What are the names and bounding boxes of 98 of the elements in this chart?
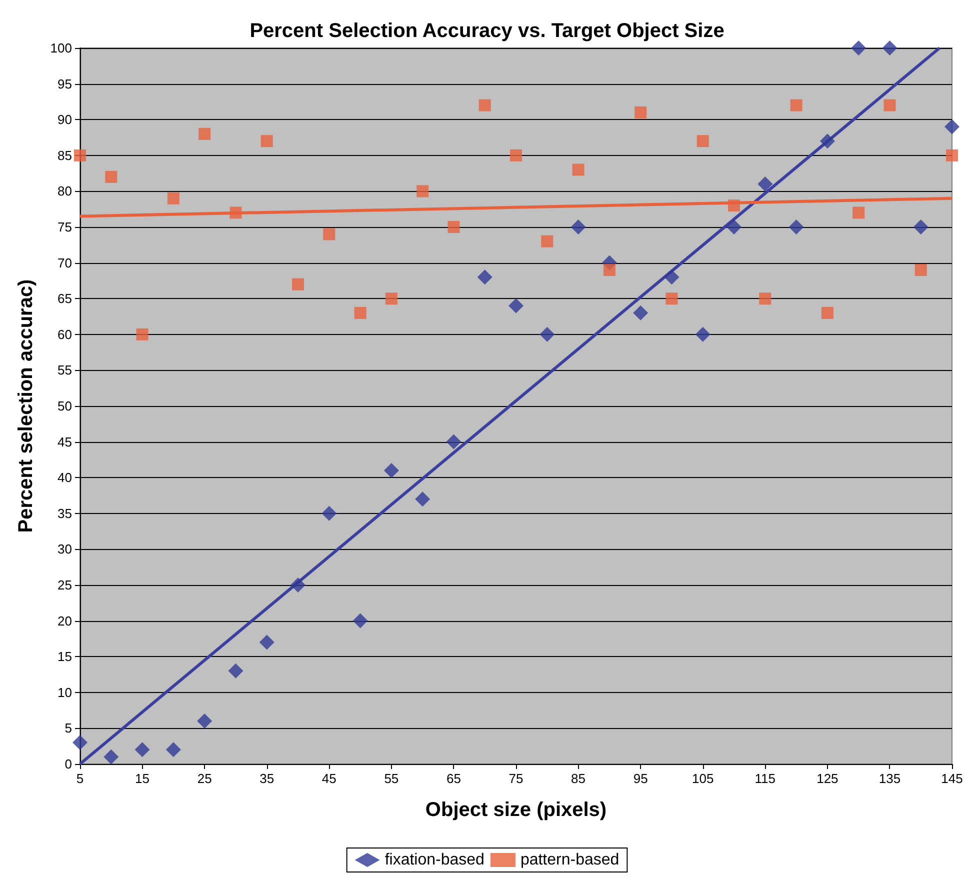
point bbox=[540, 326, 555, 342]
point bbox=[758, 176, 773, 192]
point bbox=[322, 506, 337, 521]
point bbox=[385, 292, 398, 305]
point bbox=[415, 492, 430, 507]
point bbox=[72, 735, 88, 750]
y-tick-label: 55 bbox=[58, 362, 72, 378]
y-tick-label: 35 bbox=[58, 506, 72, 521]
point bbox=[570, 220, 586, 234]
point bbox=[105, 170, 118, 183]
point bbox=[448, 221, 460, 233]
point bbox=[633, 305, 648, 320]
y-tick-label: 5 bbox=[64, 720, 72, 736]
point bbox=[820, 134, 835, 149]
point bbox=[696, 135, 709, 148]
point bbox=[572, 164, 584, 176]
x-tick-label: 75 bbox=[508, 771, 524, 786]
point bbox=[416, 185, 429, 198]
point bbox=[664, 270, 680, 285]
x-tick-label: 65 bbox=[446, 771, 461, 786]
point bbox=[228, 663, 244, 678]
x-tick-label: 115 bbox=[754, 771, 776, 786]
y-tick-label: 45 bbox=[58, 434, 72, 450]
point bbox=[666, 292, 678, 305]
y-tick-label: 25 bbox=[58, 578, 72, 592]
x-tick-label: 135 bbox=[878, 771, 901, 786]
y-tick-label: 85 bbox=[58, 148, 72, 163]
point bbox=[136, 328, 148, 340]
legend-label: pattern-based bbox=[520, 852, 620, 868]
point bbox=[788, 220, 804, 234]
point bbox=[603, 264, 616, 276]
y-tick-label: 70 bbox=[58, 255, 72, 270]
y-tick-label: 95 bbox=[58, 76, 72, 92]
point bbox=[104, 749, 119, 764]
point bbox=[695, 326, 710, 342]
y-tick-label: 40 bbox=[58, 470, 72, 486]
point bbox=[478, 99, 491, 112]
point bbox=[259, 634, 274, 650]
x-tick-label: 45 bbox=[322, 771, 336, 786]
point bbox=[384, 462, 399, 478]
point bbox=[790, 99, 802, 112]
y-tick-label: 20 bbox=[58, 613, 72, 628]
point bbox=[260, 135, 273, 148]
point bbox=[292, 278, 304, 290]
point bbox=[230, 206, 242, 219]
x-tick-label: 125 bbox=[816, 771, 838, 786]
y-tick-label: 80 bbox=[58, 184, 72, 199]
point bbox=[352, 613, 368, 628]
point bbox=[323, 228, 336, 240]
y-tick-label: 90 bbox=[58, 112, 72, 128]
point bbox=[882, 40, 898, 56]
legend-label: fixation-based bbox=[384, 852, 484, 868]
y-tick-label: 65 bbox=[58, 291, 72, 306]
point bbox=[726, 220, 742, 234]
x-tick-label: 5 bbox=[76, 771, 84, 786]
x-tick-label: 95 bbox=[633, 771, 648, 786]
y-tick-label: 75 bbox=[58, 220, 72, 234]
y-tick-label: 60 bbox=[58, 326, 72, 342]
point bbox=[354, 306, 366, 319]
point bbox=[852, 206, 865, 219]
x-tick-label: 85 bbox=[571, 771, 586, 786]
x-tick-label: 25 bbox=[197, 771, 212, 786]
point bbox=[198, 128, 211, 140]
point bbox=[821, 306, 834, 319]
point bbox=[197, 714, 212, 729]
point bbox=[167, 192, 180, 204]
point bbox=[914, 264, 927, 276]
y-tick-label: 100 bbox=[50, 40, 72, 56]
point bbox=[166, 742, 181, 758]
x-axis-title: Object size (pixels) bbox=[425, 799, 607, 821]
x-tick-label: 145 bbox=[941, 771, 963, 786]
y-axis-title: Percent selection accurac) bbox=[15, 279, 37, 533]
point bbox=[508, 298, 524, 314]
point bbox=[913, 220, 928, 234]
point bbox=[946, 149, 958, 162]
x-tick-label: 15 bbox=[135, 771, 150, 786]
y-tick-label: 10 bbox=[58, 684, 72, 700]
y-tick-label: 0 bbox=[64, 756, 72, 772]
point bbox=[510, 149, 522, 162]
point bbox=[851, 40, 866, 56]
x-tick-label: 105 bbox=[692, 771, 714, 786]
point bbox=[290, 578, 306, 592]
point bbox=[884, 99, 896, 112]
point bbox=[134, 742, 150, 758]
point bbox=[634, 106, 647, 118]
point bbox=[477, 270, 492, 285]
point bbox=[759, 292, 772, 305]
x-tick-label: 35 bbox=[260, 771, 274, 786]
point bbox=[728, 200, 740, 212]
point bbox=[446, 434, 462, 450]
point bbox=[944, 119, 960, 134]
point bbox=[541, 235, 554, 248]
x-tick-label: 55 bbox=[384, 771, 399, 786]
point bbox=[74, 149, 86, 162]
chart-title: Percent Selection Accuracy vs. Target Object Size bbox=[250, 20, 724, 42]
y-tick-label: 30 bbox=[58, 542, 72, 557]
y-tick-label: 15 bbox=[58, 649, 72, 664]
y-tick-label: 50 bbox=[58, 398, 72, 414]
